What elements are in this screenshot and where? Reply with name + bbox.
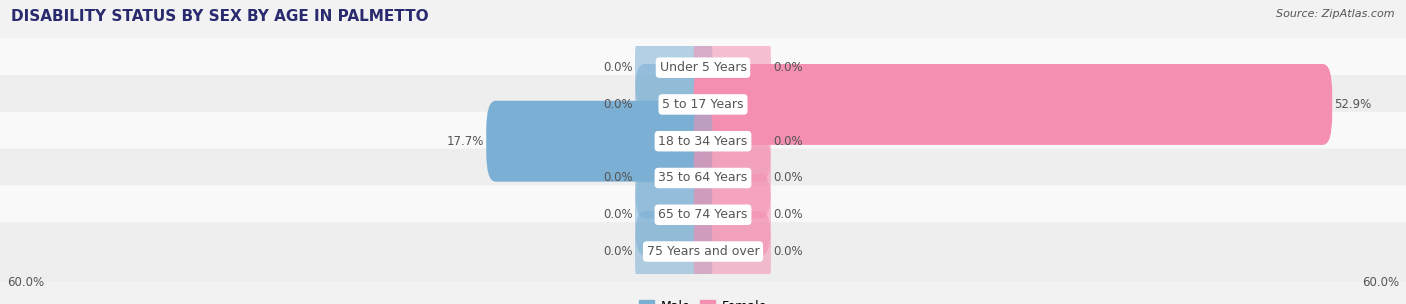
Text: 75 Years and over: 75 Years and over (647, 245, 759, 258)
Text: Source: ZipAtlas.com: Source: ZipAtlas.com (1277, 9, 1395, 19)
FancyBboxPatch shape (693, 137, 770, 219)
Text: 0.0%: 0.0% (603, 98, 633, 111)
FancyBboxPatch shape (486, 101, 713, 182)
FancyBboxPatch shape (0, 38, 1406, 97)
Text: 0.0%: 0.0% (773, 245, 803, 258)
Text: 0.0%: 0.0% (773, 171, 803, 185)
Text: DISABILITY STATUS BY SEX BY AGE IN PALMETTO: DISABILITY STATUS BY SEX BY AGE IN PALME… (11, 9, 429, 24)
FancyBboxPatch shape (0, 75, 1406, 134)
Text: 18 to 34 Years: 18 to 34 Years (658, 135, 748, 148)
FancyBboxPatch shape (636, 211, 713, 292)
FancyBboxPatch shape (636, 137, 713, 219)
FancyBboxPatch shape (0, 185, 1406, 244)
Text: 60.0%: 60.0% (1362, 276, 1399, 289)
FancyBboxPatch shape (636, 27, 713, 108)
FancyBboxPatch shape (636, 64, 713, 145)
FancyBboxPatch shape (693, 211, 770, 292)
Text: 0.0%: 0.0% (773, 135, 803, 148)
Text: 0.0%: 0.0% (603, 171, 633, 185)
Text: 0.0%: 0.0% (603, 208, 633, 221)
FancyBboxPatch shape (693, 27, 770, 108)
Legend: Male, Female: Male, Female (634, 295, 772, 304)
FancyBboxPatch shape (693, 101, 770, 182)
FancyBboxPatch shape (693, 64, 1333, 145)
Text: 0.0%: 0.0% (603, 245, 633, 258)
Text: 0.0%: 0.0% (773, 208, 803, 221)
FancyBboxPatch shape (0, 149, 1406, 207)
Text: 52.9%: 52.9% (1334, 98, 1372, 111)
Text: 17.7%: 17.7% (447, 135, 484, 148)
Text: 65 to 74 Years: 65 to 74 Years (658, 208, 748, 221)
Text: 0.0%: 0.0% (603, 61, 633, 74)
FancyBboxPatch shape (693, 174, 770, 255)
Text: 5 to 17 Years: 5 to 17 Years (662, 98, 744, 111)
FancyBboxPatch shape (0, 112, 1406, 171)
FancyBboxPatch shape (636, 174, 713, 255)
Text: 60.0%: 60.0% (7, 276, 44, 289)
Text: 35 to 64 Years: 35 to 64 Years (658, 171, 748, 185)
Text: 0.0%: 0.0% (773, 61, 803, 74)
Text: Under 5 Years: Under 5 Years (659, 61, 747, 74)
FancyBboxPatch shape (0, 222, 1406, 281)
